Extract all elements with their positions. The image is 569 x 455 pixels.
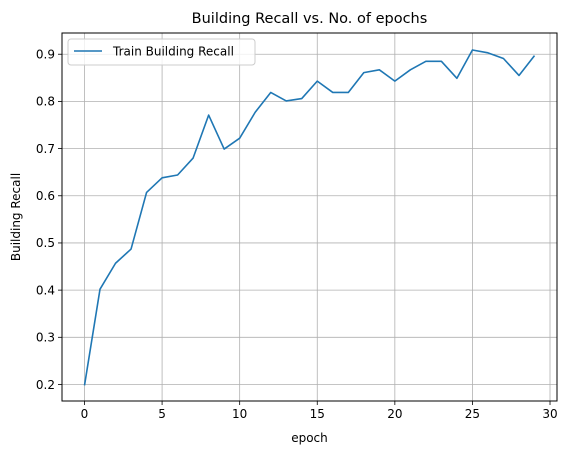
y-axis: 0.2 0.3 0.4 0.5 0.6 0.7 0.8 0.9 bbox=[36, 48, 62, 392]
y-tick-label: 0.5 bbox=[36, 236, 55, 250]
grid bbox=[62, 33, 557, 401]
legend-entry: Train Building Recall bbox=[112, 45, 234, 59]
x-tick-label: 10 bbox=[232, 407, 247, 421]
y-tick-label: 0.6 bbox=[36, 189, 55, 203]
x-tick-label: 0 bbox=[81, 407, 89, 421]
legend-box bbox=[67, 38, 256, 66]
y-tick-label: 0.4 bbox=[36, 283, 55, 297]
y-tick-label: 0.3 bbox=[36, 331, 55, 345]
x-tick-label: 30 bbox=[542, 407, 557, 421]
plot-frame bbox=[61, 32, 558, 402]
series-line bbox=[83, 49, 536, 386]
x-tick-label: 5 bbox=[158, 407, 166, 421]
x-tick-label: 20 bbox=[387, 407, 402, 421]
y-axis-label: Building Recall bbox=[9, 173, 23, 261]
chart-title: Building Recall vs. No. of epochs bbox=[192, 11, 428, 27]
y-tick-label: 0.2 bbox=[36, 378, 55, 392]
x-axis: 0 5 10 15 20 25 30 bbox=[81, 401, 558, 421]
x-axis-label: epoch bbox=[291, 431, 328, 445]
y-tick-label: 0.9 bbox=[36, 48, 55, 62]
y-tick-label: 0.8 bbox=[36, 95, 55, 109]
x-tick-label: 25 bbox=[465, 407, 480, 421]
y-tick-label: 0.7 bbox=[36, 142, 55, 156]
series-layer bbox=[83, 49, 536, 386]
x-tick-label: 15 bbox=[310, 407, 325, 421]
legend: Train Building Recall bbox=[67, 38, 256, 66]
